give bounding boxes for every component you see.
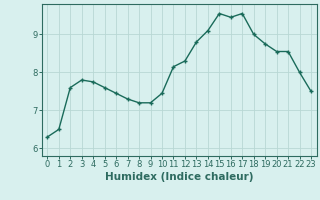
X-axis label: Humidex (Indice chaleur): Humidex (Indice chaleur) bbox=[105, 172, 253, 182]
